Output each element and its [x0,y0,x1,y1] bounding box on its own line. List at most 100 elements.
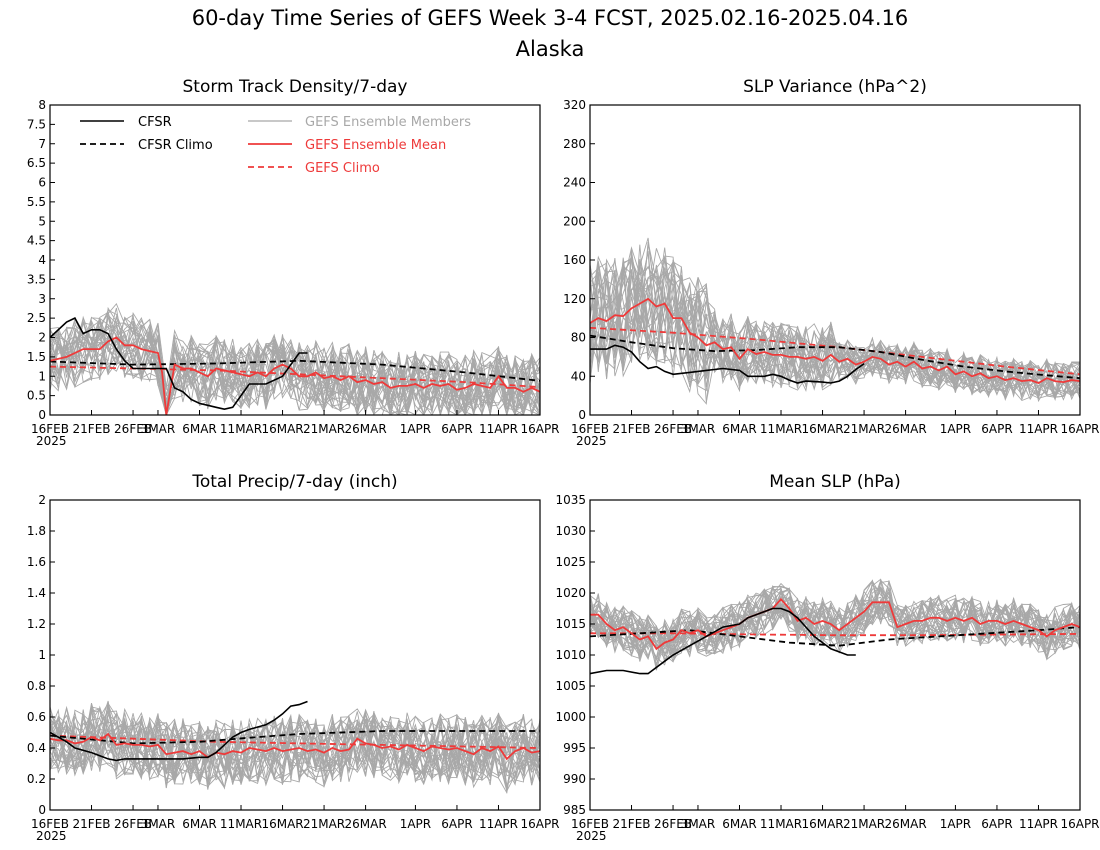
cfsr-climo-line [50,730,540,745]
x-tick-label: 3MAR [681,422,716,436]
ensemble-member-line [50,306,540,415]
y-tick-label: 6.5 [27,156,46,170]
panel-title: Storm Track Density/7-day [183,77,408,97]
x-tick-label: 11APR [1019,422,1058,436]
y-tick-label: 0 [578,408,586,422]
x-tick-label: 3MAR [141,422,176,436]
y-tick-label: 0.4 [27,741,46,755]
y-tick-label: 1015 [555,617,586,631]
x-tick-label: 16APR [1060,817,1099,831]
x-tick-label: 16MAR [801,422,843,436]
x-tick-label: 6MAR [182,422,217,436]
y-tick-label: 120 [563,292,586,306]
x-tick-label: 26MAR [345,817,387,831]
x-tick-label: 1APR [400,817,431,831]
panel-mean-slp: Mean SLP (hPa) 985 990 995 1000 1005 1010 1015… [555,472,1099,843]
x-tick-label: 11MAR [220,817,262,831]
x-tick-label: 1APR [400,422,431,436]
x-tick-label: 11APR [479,422,518,436]
y-tick-label: 80 [571,331,586,345]
x-tick-label: 11MAR [760,817,802,831]
x-tick-label: 16MAR [801,817,843,831]
cfsr-line [50,700,308,762]
x-tick-label: 26FEB [114,817,152,831]
x-tick-label: 6MAR [722,817,757,831]
ensemble-member-line [590,579,1080,662]
gefs-climo-line [590,326,1080,376]
y-tick-label: 4 [38,253,46,267]
ensemble-member-line [50,302,540,415]
panel-slp-variance: SLP Variance (hPa^2) 0 40 80 120 160 200 240 28… [563,77,1099,448]
x-tick-label: 26MAR [345,422,387,436]
cfsr-line [590,344,865,384]
ensemble-member-line [50,708,540,785]
x-year-label: 2025 [36,829,67,843]
y-tick-label: 4.5 [27,234,46,248]
ensemble-member-line [50,316,540,412]
ensemble-members [50,700,540,795]
ensemble-member-line [50,315,540,415]
y-tick-label: 1.4 [27,586,46,600]
y-tick-label: 2.5 [27,311,46,325]
x-tick-label: 21FEB [613,422,651,436]
x-tick-label: 26MAR [885,817,927,831]
y-tick-label: 280 [563,137,586,151]
legend-label-members: GEFS Ensemble Members [305,115,471,130]
x-tick-label: 21MAR [303,817,345,831]
y-tick-label: 5.5 [27,195,46,209]
y-tick-label: 1.6 [27,555,46,569]
ensemble-member-line [50,711,540,787]
y-tick-label: 1025 [555,555,586,569]
ensemble-member-line [590,579,1080,651]
y-tick-label: 3.5 [27,272,46,286]
panel-total-precip: Total Precip/7-day (inch) 0 0.2 0.4 0.6 0.8 1… [27,472,560,843]
x-tick-label: 6MAR [722,422,757,436]
y-tick-label: 7 [38,137,46,151]
x-tick-label: 6APR [441,422,472,436]
y-tick-label: 6 [38,176,46,190]
x-tick-label: 21FEB [613,817,651,831]
y-tick-label: 8 [38,98,46,112]
x-tick-label: 26MAR [885,422,927,436]
y-tick-label: 1 [38,648,46,662]
y-tick-label: 3 [38,292,46,306]
y-tick-label: 0.5 [27,389,46,403]
y-tick-label: 320 [563,98,586,112]
x-tick-label: 3MAR [141,817,176,831]
ensemble-mean-line [590,597,1080,651]
x-tick-label: 3MAR [681,817,716,831]
y-tick-label: 1010 [555,648,586,662]
x-tick-label: 6APR [441,817,472,831]
y-tick-label: 5 [38,214,46,228]
legend: CFSR CFSR Climo GEFS Ensemble Members GE… [80,115,471,176]
x-year-label: 2025 [576,829,607,843]
y-tick-label: 240 [563,176,586,190]
ensemble-member-line [50,712,540,789]
y-tick-label: 0 [38,803,46,817]
ensemble-member-line [50,317,540,415]
cfsr-line [590,607,856,675]
ensemble-mean-line [50,336,540,415]
ensemble-mean-line [50,732,540,761]
y-tick-label: 200 [563,214,586,228]
y-tick-label: 1 [38,369,46,383]
y-tick-label: 0.8 [27,679,46,693]
y-tick-label: 40 [571,369,586,383]
figure-subtitle: Alaska [516,37,585,61]
x-tick-label: 21MAR [843,422,885,436]
ensemble-member-line [590,259,1080,393]
ensemble-mean-line [590,297,1080,384]
x-tick-label: 11APR [1019,817,1058,831]
y-tick-label: 985 [563,803,586,817]
legend-label-cfsr: CFSR [138,115,172,130]
ensemble-member-line [590,270,1080,398]
x-tick-label: 11APR [479,817,518,831]
x-year-label: 2025 [576,434,607,448]
y-tick-label: 2 [38,331,46,345]
x-tick-label: 21MAR [303,422,345,436]
panel-title: SLP Variance (hPa^2) [743,77,927,97]
y-tick-label: 1030 [555,524,586,538]
y-tick-label: 995 [563,741,586,755]
